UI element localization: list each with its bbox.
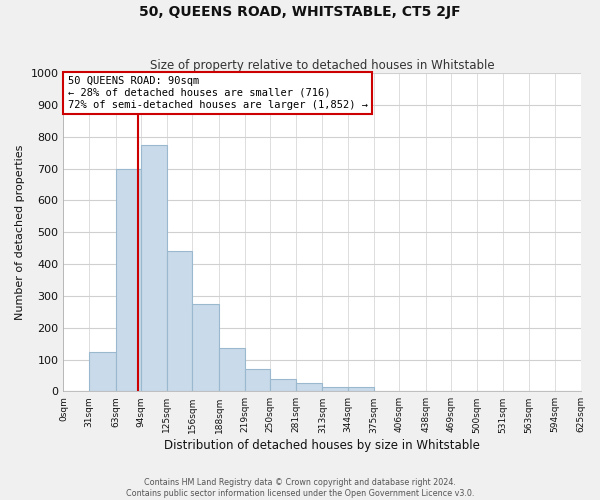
Bar	[167, 252, 193, 392]
X-axis label: Distribution of detached houses by size in Whitstable: Distribution of detached houses by size …	[164, 440, 480, 452]
Bar	[245, 369, 270, 392]
Bar	[89, 352, 116, 392]
Bar	[219, 348, 245, 392]
Bar	[116, 168, 141, 392]
Text: 50 QUEENS ROAD: 90sqm
← 28% of detached houses are smaller (716)
72% of semi-det: 50 QUEENS ROAD: 90sqm ← 28% of detached …	[68, 76, 368, 110]
Bar	[141, 145, 167, 392]
Bar	[348, 386, 374, 392]
Bar	[322, 386, 348, 392]
Bar	[270, 378, 296, 392]
Y-axis label: Number of detached properties: Number of detached properties	[15, 144, 25, 320]
Text: 50, QUEENS ROAD, WHITSTABLE, CT5 2JF: 50, QUEENS ROAD, WHITSTABLE, CT5 2JF	[139, 5, 461, 19]
Title: Size of property relative to detached houses in Whitstable: Size of property relative to detached ho…	[149, 59, 494, 72]
Text: Contains HM Land Registry data © Crown copyright and database right 2024.
Contai: Contains HM Land Registry data © Crown c…	[126, 478, 474, 498]
Bar	[193, 304, 219, 392]
Bar	[296, 384, 322, 392]
